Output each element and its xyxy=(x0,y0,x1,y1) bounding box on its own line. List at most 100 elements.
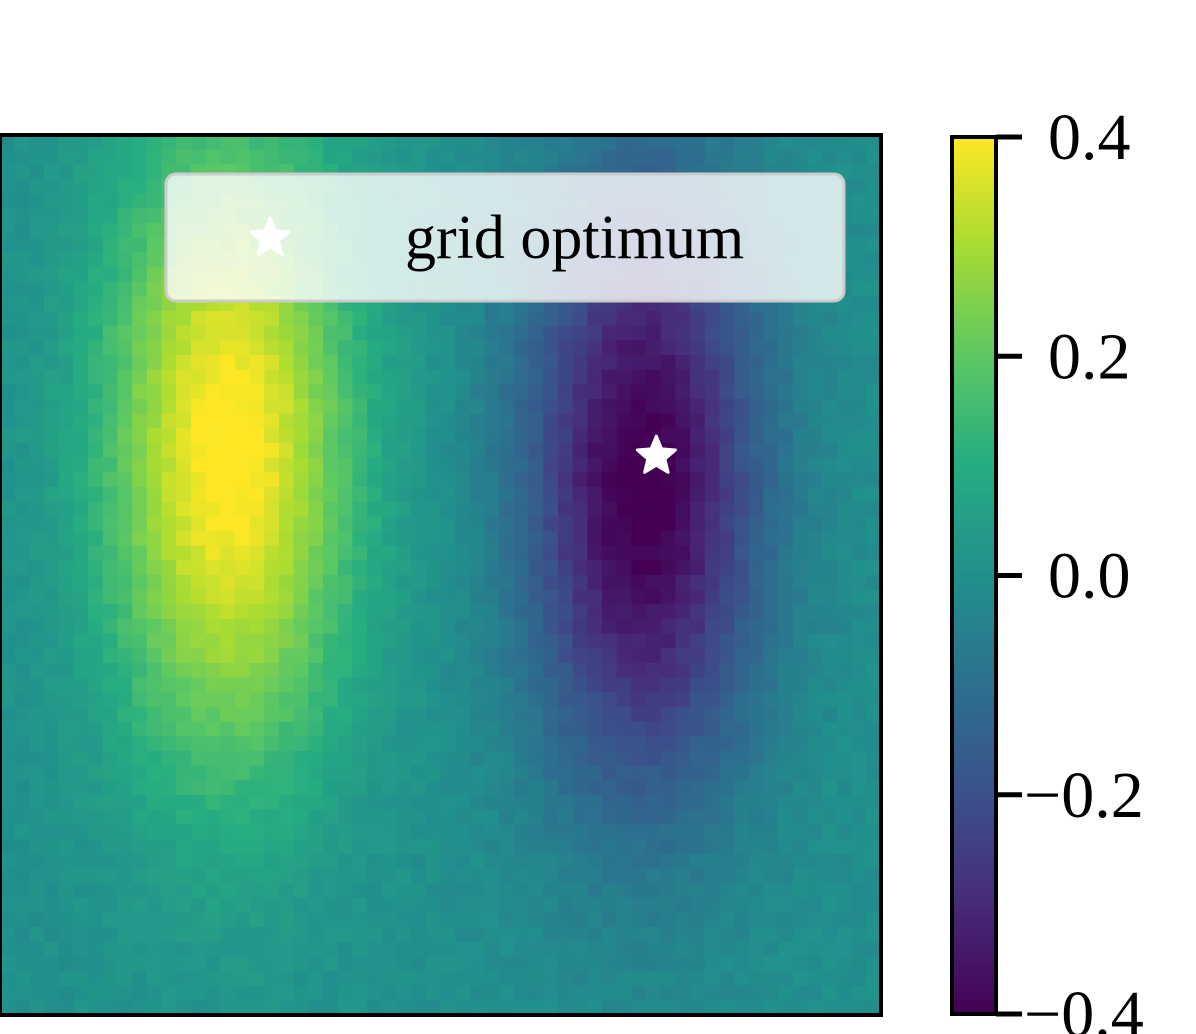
heatmap-cell xyxy=(866,501,881,517)
heatmap-cell xyxy=(58,912,75,928)
heatmap-cell xyxy=(352,413,368,429)
heatmap-cell xyxy=(381,883,398,899)
heatmap-cell xyxy=(102,208,119,224)
heatmap-cell xyxy=(220,648,236,664)
heatmap-cell xyxy=(14,267,30,283)
heatmap-cell xyxy=(14,692,30,708)
heatmap-cell xyxy=(176,135,192,151)
heatmap-cell xyxy=(807,516,823,532)
heatmap-cell xyxy=(264,589,280,605)
heatmap-cell xyxy=(249,516,265,532)
heatmap-cell xyxy=(308,472,324,488)
heatmap-cell xyxy=(660,663,677,679)
heatmap-cell xyxy=(425,355,442,371)
heatmap-cell xyxy=(455,985,471,1001)
heatmap-cell xyxy=(176,751,192,767)
heatmap-cell xyxy=(234,325,251,341)
heatmap-cell xyxy=(352,795,368,811)
heatmap-cell xyxy=(396,956,412,972)
heatmap-cell xyxy=(792,369,809,385)
heatmap-cell xyxy=(851,399,867,415)
heatmap-cell xyxy=(734,545,750,561)
heatmap-cell xyxy=(117,619,133,635)
heatmap-cell xyxy=(337,721,353,737)
heatmap-cell xyxy=(234,575,251,591)
heatmap-cell xyxy=(73,663,89,679)
heatmap-cell xyxy=(602,472,618,488)
heatmap-cell xyxy=(323,369,339,385)
heatmap-cell xyxy=(249,971,265,987)
heatmap-cell xyxy=(264,677,280,693)
heatmap-cell xyxy=(499,472,515,488)
heatmap-cell xyxy=(425,780,442,796)
heatmap-cell xyxy=(866,912,881,928)
heatmap-cell xyxy=(822,883,838,899)
heatmap-cell xyxy=(88,237,104,253)
heatmap-cell xyxy=(14,208,30,224)
heatmap-cell xyxy=(807,340,823,356)
heatmap-cell xyxy=(88,971,104,987)
heatmap-cell xyxy=(381,868,398,884)
heatmap-cell xyxy=(543,501,559,517)
heatmap-cell xyxy=(572,985,588,1001)
heatmap-cell xyxy=(602,985,618,1001)
heatmap-cell xyxy=(29,135,45,151)
heatmap-cell xyxy=(205,472,221,488)
heatmap-cell xyxy=(220,765,236,781)
heatmap-cell xyxy=(29,619,45,635)
heatmap-cell xyxy=(866,457,881,473)
heatmap-cell xyxy=(822,677,838,693)
heatmap-cell xyxy=(646,619,662,635)
heatmap-cell xyxy=(543,692,559,708)
heatmap-cell xyxy=(792,912,809,928)
heatmap-cell xyxy=(102,883,119,899)
heatmap-cell xyxy=(646,560,662,576)
heatmap-cell xyxy=(220,311,236,327)
heatmap-cell xyxy=(646,545,662,561)
heatmap-cell xyxy=(631,501,647,517)
heatmap-cell xyxy=(58,780,75,796)
heatmap-cell xyxy=(308,1000,324,1015)
heatmap-cell xyxy=(851,1000,867,1015)
heatmap-cell xyxy=(102,355,119,371)
heatmap-cell xyxy=(102,281,119,297)
heatmap-cell xyxy=(176,985,192,1001)
heatmap-cell xyxy=(220,384,236,400)
heatmap-cell xyxy=(807,443,823,459)
heatmap-cell xyxy=(792,736,809,752)
heatmap-cell xyxy=(44,956,60,972)
heatmap-cell xyxy=(572,457,588,473)
heatmap-cell xyxy=(102,839,119,855)
heatmap-cell xyxy=(190,560,207,576)
heatmap-cell xyxy=(631,868,647,884)
heatmap-cell xyxy=(190,311,207,327)
heatmap-cell xyxy=(807,648,823,664)
heatmap-cell xyxy=(205,868,221,884)
heatmap-cell xyxy=(602,868,618,884)
heatmap-cell xyxy=(29,193,45,209)
heatmap-cell xyxy=(440,604,456,620)
heatmap-cell xyxy=(513,692,530,708)
heatmap-cell xyxy=(337,633,353,649)
heatmap-cell xyxy=(528,428,544,444)
heatmap-cell xyxy=(161,340,177,356)
heatmap-cell xyxy=(455,677,471,693)
heatmap-cell xyxy=(146,736,163,752)
heatmap-cell xyxy=(734,795,750,811)
heatmap-cell xyxy=(220,589,236,605)
heatmap-cell xyxy=(220,824,236,840)
heatmap-cell xyxy=(132,839,148,855)
heatmap-cell xyxy=(14,164,30,180)
heatmap-cell xyxy=(190,340,207,356)
heatmap-cell xyxy=(484,956,500,972)
heatmap-cell xyxy=(58,135,75,151)
heatmap-cell xyxy=(469,311,486,327)
heatmap-cell xyxy=(323,413,339,429)
heatmap-cell xyxy=(851,677,867,693)
heatmap-cell xyxy=(146,751,163,767)
heatmap-cell xyxy=(778,428,794,444)
heatmap-cell xyxy=(264,780,280,796)
heatmap-cell xyxy=(58,853,75,869)
heatmap-cell xyxy=(205,677,221,693)
heatmap-cell xyxy=(146,164,163,180)
